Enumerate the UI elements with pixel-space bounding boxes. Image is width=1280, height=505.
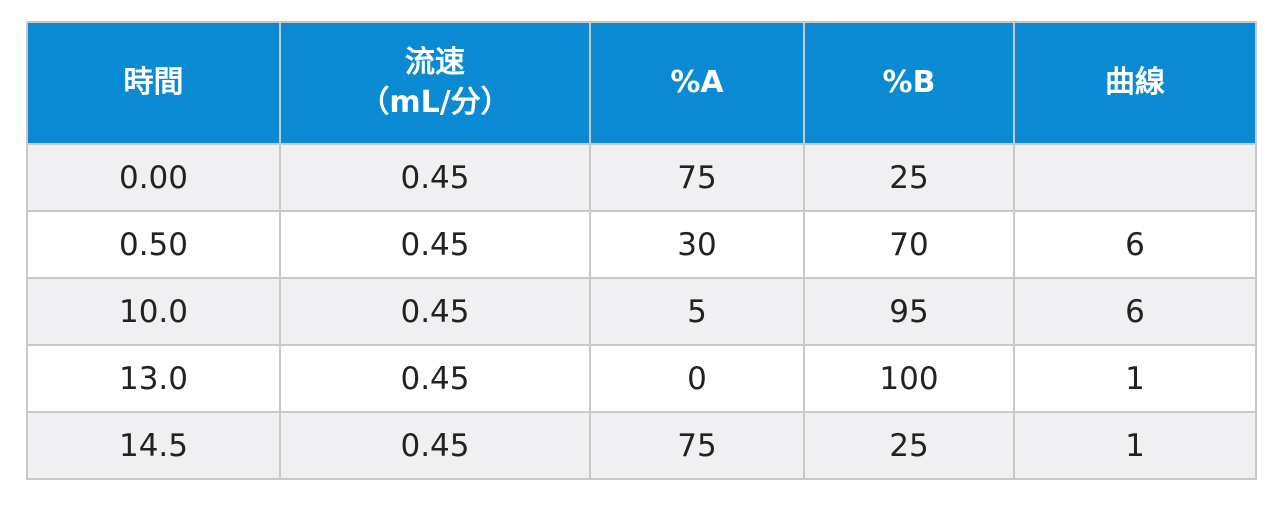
cell-curve: [1013, 143, 1257, 212]
cell-percent-a: 75: [589, 411, 805, 480]
table-body: 0.00 0.45 75 25 0.50 0.45 30 70 6 10.0 0…: [26, 143, 1257, 480]
cell-flow-rate: 0.45: [279, 411, 591, 480]
cell-time: 0.50: [26, 210, 281, 279]
header-percent-b: %B: [803, 21, 1015, 145]
cell-flow-rate: 0.45: [279, 344, 591, 413]
header-percent-a: %A: [589, 21, 805, 145]
cell-time: 0.00: [26, 143, 281, 212]
cell-percent-a: 30: [589, 210, 805, 279]
cell-time: 14.5: [26, 411, 281, 480]
cell-flow-rate: 0.45: [279, 277, 591, 346]
gradient-table: 時間 流速 （mL/分） %A %B 曲線 0.00 0.45 75 25 0.…: [26, 21, 1257, 480]
gradient-table-container: 時間 流速 （mL/分） %A %B 曲線 0.00 0.45 75 25 0.…: [26, 21, 1257, 480]
table-header: 時間 流速 （mL/分） %A %B 曲線: [26, 21, 1257, 145]
header-flow-rate-line1: 流速: [405, 44, 465, 80]
cell-percent-a: 5: [589, 277, 805, 346]
cell-curve: 1: [1013, 411, 1257, 480]
cell-percent-b: 70: [803, 210, 1015, 279]
cell-time: 10.0: [26, 277, 281, 346]
cell-curve: 1: [1013, 344, 1257, 413]
table-row: 0.00 0.45 75 25: [26, 143, 1257, 212]
cell-percent-b: 25: [803, 143, 1015, 212]
table-row: 14.5 0.45 75 25 1: [26, 411, 1257, 480]
header-flow-rate: 流速 （mL/分）: [279, 21, 591, 145]
cell-percent-a: 75: [589, 143, 805, 212]
header-row: 時間 流速 （mL/分） %A %B 曲線: [26, 21, 1257, 145]
header-time: 時間: [26, 21, 281, 145]
cell-curve: 6: [1013, 210, 1257, 279]
table-row: 0.50 0.45 30 70 6: [26, 210, 1257, 279]
header-curve: 曲線: [1013, 21, 1257, 145]
cell-percent-a: 0: [589, 344, 805, 413]
cell-flow-rate: 0.45: [279, 210, 591, 279]
cell-percent-b: 100: [803, 344, 1015, 413]
cell-curve: 6: [1013, 277, 1257, 346]
cell-flow-rate: 0.45: [279, 143, 591, 212]
cell-time: 13.0: [26, 344, 281, 413]
cell-percent-b: 95: [803, 277, 1015, 346]
cell-percent-b: 25: [803, 411, 1015, 480]
table-row: 10.0 0.45 5 95 6: [26, 277, 1257, 346]
table-row: 13.0 0.45 0 100 1: [26, 344, 1257, 413]
header-flow-rate-line2: （mL/分）: [359, 85, 511, 120]
